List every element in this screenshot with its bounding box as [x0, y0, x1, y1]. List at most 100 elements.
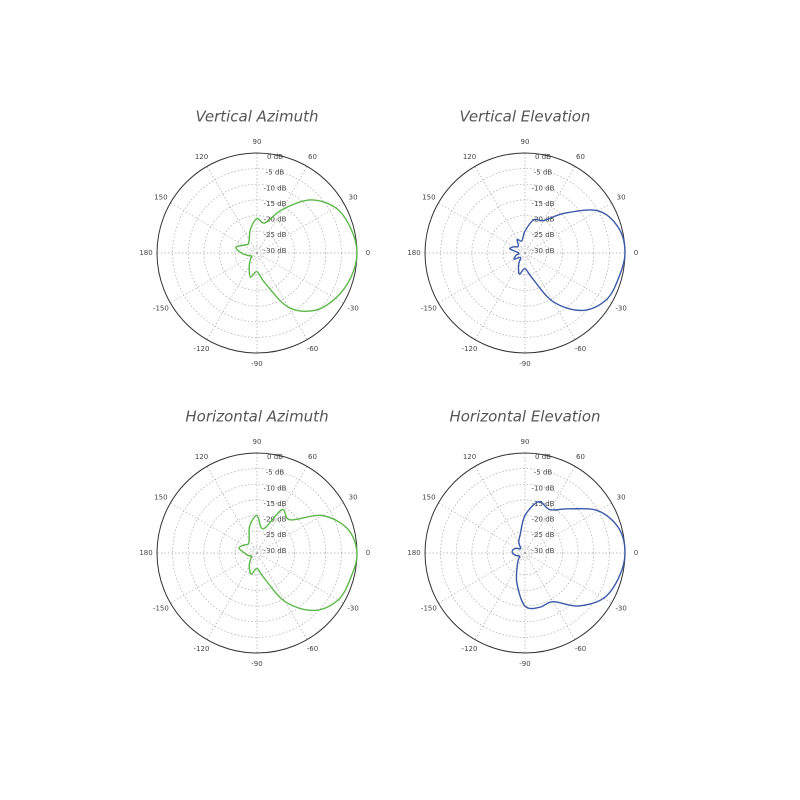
r-tick-label: 0 dB: [535, 153, 551, 161]
theta-tick-label: 150: [154, 494, 167, 502]
r-tick-label: -10 dB: [532, 184, 555, 192]
theta-tick-label: 90: [253, 438, 262, 446]
polar-chart: Vertical Elevation 0 dB -5 dB -10 dB -15 dB -…: [407, 108, 638, 369]
theta-tick-label: -30: [615, 305, 626, 313]
theta-tick-label: 150: [422, 494, 435, 502]
theta-tick-label: 90: [521, 138, 530, 146]
theta-tick-label: 90: [521, 438, 530, 446]
theta-tick-label: -90: [519, 360, 530, 368]
r-tick-label: -5 dB: [534, 169, 553, 177]
theta-tick-label: -30: [347, 305, 358, 313]
theta-tick-label: 0: [366, 549, 370, 557]
grid-spoke: [170, 552, 258, 604]
grid-spoke: [524, 502, 612, 554]
polar-chart: Vertical Azimuth 0 dB -5 dB -10 dB -15 dB -20…: [139, 108, 370, 369]
grid-circle: [250, 246, 264, 260]
grid-spoke: [206, 552, 258, 640]
grid-spoke: [256, 552, 344, 604]
grid-circle: [455, 483, 595, 623]
grid-spoke: [256, 252, 344, 304]
pattern-line: [511, 500, 626, 610]
grid-spoke: [438, 202, 526, 254]
theta-tick-label: -30: [615, 605, 626, 613]
theta-tick-label: 120: [463, 453, 476, 461]
theta-tick-label: 150: [154, 194, 167, 202]
theta-tick-label: 0: [634, 249, 638, 257]
r-tick-label: -15 dB: [532, 200, 555, 208]
theta-tick-label: 120: [463, 153, 476, 161]
r-tick-label: -20 dB: [532, 216, 555, 224]
r-tick-label: 0 dB: [267, 453, 283, 461]
theta-tick-label: 30: [349, 194, 358, 202]
grid-spoke: [256, 252, 308, 340]
chart-title: Vertical Azimuth: [195, 108, 318, 126]
r-tick-label: -5 dB: [266, 169, 285, 177]
theta-tick-label: -60: [307, 345, 318, 353]
grid-spoke: [438, 502, 526, 554]
theta-tick-label: 30: [349, 494, 358, 502]
r-tick-label: -30 dB: [532, 547, 555, 555]
grid-spoke: [170, 252, 258, 304]
grid-spoke: [524, 252, 576, 340]
grid-circle: [219, 215, 295, 291]
theta-tick-label: -60: [575, 645, 586, 653]
grid-spoke: [256, 502, 344, 554]
theta-tick-label: 150: [422, 194, 435, 202]
grid-circle: [487, 215, 563, 291]
grid-circle: [187, 483, 327, 623]
r-tick-label: -10 dB: [264, 184, 287, 192]
r-tick-label: -20 dB: [264, 516, 287, 524]
r-tick-label: -5 dB: [266, 469, 285, 477]
theta-tick-label: -150: [153, 605, 169, 613]
grid-spoke: [206, 166, 258, 254]
theta-tick-label: 180: [407, 249, 420, 257]
r-tick-label: -10 dB: [532, 484, 555, 492]
theta-tick-label: -60: [575, 345, 586, 353]
r-tick-label: -5 dB: [534, 469, 553, 477]
grid-spoke: [474, 252, 526, 340]
r-tick-label: 0 dB: [535, 453, 551, 461]
r-tick-label: -10 dB: [264, 484, 287, 492]
grid-spoke: [474, 466, 526, 554]
theta-tick-label: -90: [519, 660, 530, 668]
theta-tick-label: -30: [347, 605, 358, 613]
r-tick-label: -20 dB: [532, 516, 555, 524]
theta-tick-label: -90: [251, 360, 262, 368]
theta-tick-label: 60: [576, 153, 585, 161]
grid-circle: [518, 246, 532, 260]
grid-spoke: [438, 552, 526, 604]
pattern-line: [509, 209, 626, 312]
chart-title: Horizontal Elevation: [449, 408, 600, 426]
polar-chart: Horizontal Azimuth 0 dB -5 dB -10 dB -15 dB -…: [139, 408, 370, 669]
theta-tick-label: 0: [366, 249, 370, 257]
pattern-line: [235, 199, 358, 312]
grid-spoke: [474, 552, 526, 640]
theta-tick-label: 30: [617, 494, 626, 502]
theta-tick-label: 0: [634, 549, 638, 557]
theta-tick-label: -150: [153, 305, 169, 313]
theta-tick-label: 60: [308, 153, 317, 161]
theta-tick-label: 180: [139, 249, 152, 257]
grid-spoke: [438, 252, 526, 304]
theta-tick-label: 180: [407, 549, 420, 557]
r-tick-label: -25 dB: [264, 231, 287, 239]
theta-tick-label: 90: [253, 138, 262, 146]
theta-tick-label: -120: [194, 345, 210, 353]
grid-spoke: [474, 166, 526, 254]
grid-spoke: [524, 252, 612, 304]
grid-spoke: [170, 502, 258, 554]
grid-spoke: [170, 202, 258, 254]
theta-tick-label: 180: [139, 549, 152, 557]
theta-tick-label: 60: [576, 453, 585, 461]
r-tick-label: -30 dB: [264, 247, 287, 255]
pattern-line: [238, 508, 358, 612]
r-tick-label: -30 dB: [532, 247, 555, 255]
theta-tick-label: -150: [421, 305, 437, 313]
r-tick-label: -25 dB: [264, 531, 287, 539]
theta-tick-label: -60: [307, 645, 318, 653]
theta-tick-label: -120: [462, 645, 478, 653]
theta-tick-label: -120: [194, 645, 210, 653]
